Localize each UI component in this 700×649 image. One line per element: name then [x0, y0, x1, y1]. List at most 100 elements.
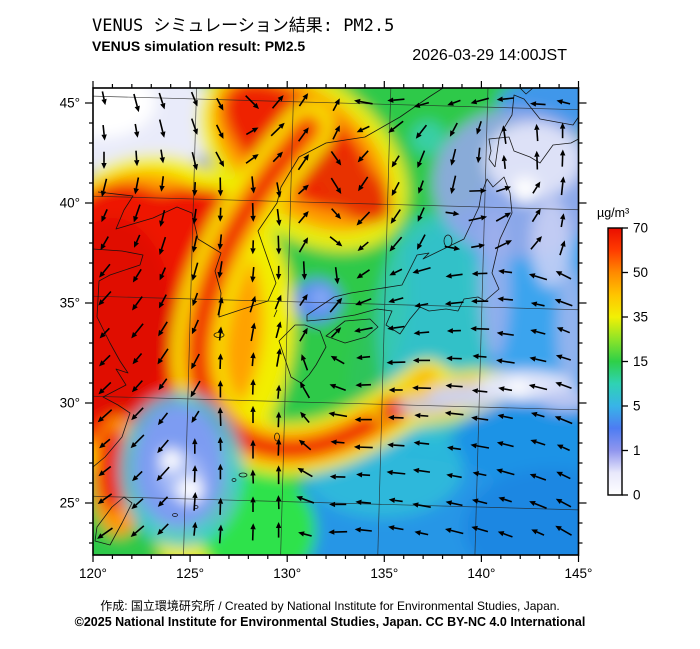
wind-arrow-head: [335, 327, 342, 334]
wind-arrow-head: [191, 218, 198, 225]
wind-arrow-head: [496, 441, 504, 447]
page-title-english: VENUS simulation result: PM2.5: [92, 38, 306, 54]
wind-arrow-head: [472, 353, 479, 360]
wind-arrow-head: [159, 220, 165, 227]
colorbar-tick-label: 50: [633, 265, 648, 280]
wind-arrow-shaft: [534, 502, 547, 510]
wind-arrow-head: [303, 154, 309, 161]
wind-arrow-shaft: [134, 434, 145, 445]
wind-arrow-head: [217, 243, 223, 250]
wind-arrow-head: [335, 187, 342, 194]
wind-arrow-head: [158, 301, 165, 309]
wind-arrow-shaft: [392, 120, 404, 130]
y-tick-label: 30°: [60, 396, 80, 411]
wind-arrow-head: [445, 273, 452, 279]
colorbar-unit-label: µg/m³: [597, 206, 629, 220]
wind-arrow-shaft: [503, 498, 512, 503]
wind-arrow-shaft: [135, 268, 142, 278]
wind-arrow-head: [133, 187, 139, 195]
wind-arrow-head: [330, 355, 338, 362]
wind-arrow-shaft: [158, 92, 164, 104]
wind-arrow-shaft: [245, 156, 255, 164]
wind-arrow-head: [445, 383, 452, 389]
wind-arrow-shaft: [476, 527, 489, 533]
wind-arrow-head: [252, 102, 259, 109]
wind-arrow-head: [192, 128, 198, 135]
wind-arrow-head: [217, 190, 224, 197]
wind-arrow-head: [301, 273, 308, 281]
wind-arrow-shaft: [272, 155, 280, 163]
wind-arrow-shaft: [419, 234, 426, 245]
wind-arrow-shaft: [559, 245, 564, 256]
wind-arrow-shaft: [361, 501, 372, 504]
wind-arrow-shaft: [393, 297, 404, 302]
wind-arrow-shaft: [562, 328, 571, 334]
wind-arrow-head: [449, 130, 456, 137]
wind-arrow-shaft: [302, 470, 313, 478]
wind-arrow-head: [555, 525, 562, 532]
wind-arrow-shaft: [418, 469, 431, 473]
wind-arrow-shaft: [477, 147, 481, 158]
wind-arrow-head: [556, 99, 563, 105]
wind-arrow-shaft: [215, 124, 222, 134]
wind-arrow-head: [357, 245, 364, 252]
wind-arrow-shaft: [359, 100, 373, 105]
wind-arrow-shaft: [360, 176, 369, 187]
wind-arrow-head: [130, 531, 138, 537]
wind-arrow-shaft: [160, 149, 164, 158]
wind-vectors: [97, 91, 573, 544]
x-tick-label: 145°: [565, 566, 593, 581]
wind-arrow-shaft: [331, 208, 338, 216]
wind-arrow-head: [157, 528, 164, 535]
wind-arrow-shaft: [160, 348, 169, 360]
wind-arrow-head: [217, 215, 224, 222]
wind-arrow-shaft: [503, 415, 513, 420]
wind-arrow-shaft: [393, 325, 405, 329]
wind-arrow-shaft: [218, 332, 222, 341]
wind-arrow-shaft: [297, 188, 305, 195]
wind-arrow-head: [300, 411, 307, 419]
wind-arrow-shaft: [560, 500, 572, 508]
wind-arrow-shaft: [303, 533, 312, 537]
wind-arrow-head: [496, 468, 503, 474]
wind-arrow-shaft: [270, 126, 281, 137]
wind-arrow-shaft: [159, 466, 170, 478]
wind-arrow-shaft: [161, 294, 167, 304]
wind-arrow-head: [275, 384, 282, 391]
wind-arrow-shaft: [251, 358, 254, 367]
wind-arrow-shaft: [501, 470, 515, 476]
wind-arrow-head: [217, 463, 224, 470]
wind-arrow-shaft: [330, 177, 339, 190]
wind-arrow-head: [413, 102, 421, 108]
wind-arrow-shaft: [277, 390, 280, 399]
wind-arrow-shaft: [191, 151, 197, 165]
wind-arrow-head: [158, 248, 165, 256]
wind-arrow-shaft: [502, 332, 514, 336]
wind-arrow-shaft: [135, 150, 138, 161]
wind-arrow-shaft: [560, 218, 564, 228]
wind-arrow-head: [387, 97, 394, 103]
wind-arrow-head: [413, 330, 420, 336]
wind-arrow-shaft: [419, 101, 430, 107]
y-tick-label: 35°: [60, 296, 80, 311]
wind-arrow-head: [555, 498, 563, 504]
wind-arrow-head: [278, 122, 285, 129]
wind-arrow-head: [297, 467, 305, 474]
x-tick-label: 125°: [176, 566, 204, 581]
wind-arrow-head: [334, 212, 342, 220]
wind-arrow-head: [470, 99, 478, 105]
wind-arrow-head: [217, 326, 224, 333]
wind-arrow-head: [131, 503, 138, 510]
wind-arrow-head: [275, 273, 282, 280]
wind-arrow-head: [497, 413, 504, 420]
wind-arrow-head: [97, 498, 105, 504]
wind-arrow-shaft: [102, 178, 108, 192]
wind-arrow-shaft: [135, 470, 143, 478]
wind-arrow-head: [100, 190, 107, 198]
wind-arrow-shaft: [193, 292, 199, 301]
wind-arrow-head: [417, 187, 424, 194]
y-tick-label: 40°: [60, 196, 80, 211]
x-tick-label: 135°: [370, 566, 398, 581]
latitude-axis: 45° 40° 35° 30° 25°: [60, 96, 587, 544]
wind-arrow-head: [250, 469, 256, 476]
